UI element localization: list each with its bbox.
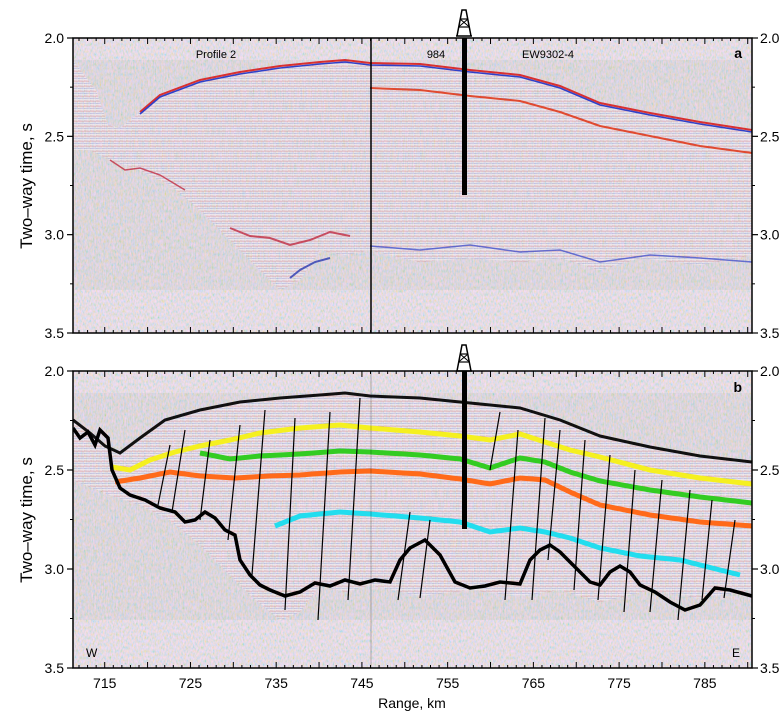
- y-tick-label: 2.5: [45, 128, 65, 144]
- y-tick-label: 2.0: [45, 30, 65, 46]
- x-tick-label: 745: [350, 675, 374, 691]
- label-west: W: [86, 646, 98, 660]
- y-tick-label-right: 2.5: [760, 462, 780, 478]
- y-axis-label-b: Two–way time, s: [17, 457, 36, 583]
- y-tick-label: 3.0: [45, 561, 65, 577]
- axes: 2.0 2.0 2.5 2.5 3.0 3.0 3.5 3.5 2.0 2.0 2.5 2.5 3.0 3…: [45, 30, 780, 691]
- y-tick-label: 3.5: [45, 660, 65, 676]
- horizon-orange: [114, 468, 752, 529]
- drill-hole-b: [462, 371, 467, 529]
- x-tick-label: 715: [93, 675, 117, 691]
- horizon-basement: [73, 426, 752, 612]
- drill-rig-icon: [456, 9, 472, 37]
- x-axis-label: Range, km: [378, 695, 446, 711]
- fault-lines: [157, 397, 736, 621]
- y-tick-label-right: 3.0: [760, 227, 780, 243]
- panel-letter-a: a: [734, 45, 742, 61]
- horizon-seafloor: [73, 391, 752, 464]
- y-tick-label-right: 2.0: [760, 30, 780, 46]
- y-tick-label-right: 3.5: [760, 660, 780, 676]
- label-line-ew9302: EW9302-4: [522, 49, 574, 61]
- x-tick-label: 735: [265, 675, 289, 691]
- horizon-green: [199, 448, 752, 506]
- horizon-yellow: [111, 422, 752, 487]
- x-tick-label: 775: [607, 675, 631, 691]
- y-tick-label-right: 3.0: [760, 561, 780, 577]
- label-east: E: [732, 646, 740, 660]
- x-tick-label: 755: [436, 675, 460, 691]
- y-tick-label: 3.0: [45, 227, 65, 243]
- drill-hole-a: [462, 38, 467, 195]
- y-tick-label: 2.5: [45, 462, 65, 478]
- panel-letter-b: b: [733, 379, 742, 395]
- y-tick-label: 2.0: [45, 363, 65, 379]
- x-tick-label: 765: [522, 675, 546, 691]
- panel-a: Profile 2 984 EW9302-4 a: [72, 37, 753, 334]
- y-axis-label-a: Two–way time, s: [17, 123, 36, 249]
- panel-b: b W E: [72, 370, 753, 669]
- drill-rig-icon: [456, 344, 472, 372]
- label-site-984: 984: [427, 49, 445, 61]
- label-profile-2: Profile 2: [196, 49, 236, 61]
- y-tick-label: 3.5: [45, 325, 65, 341]
- x-tick-label: 785: [693, 675, 717, 691]
- horizon-cyan: [274, 509, 741, 578]
- y-tick-label-right: 2.0: [760, 363, 780, 379]
- x-tick-label: 725: [179, 675, 203, 691]
- y-tick-label-right: 3.5: [760, 325, 780, 341]
- y-tick-label-right: 2.5: [760, 128, 780, 144]
